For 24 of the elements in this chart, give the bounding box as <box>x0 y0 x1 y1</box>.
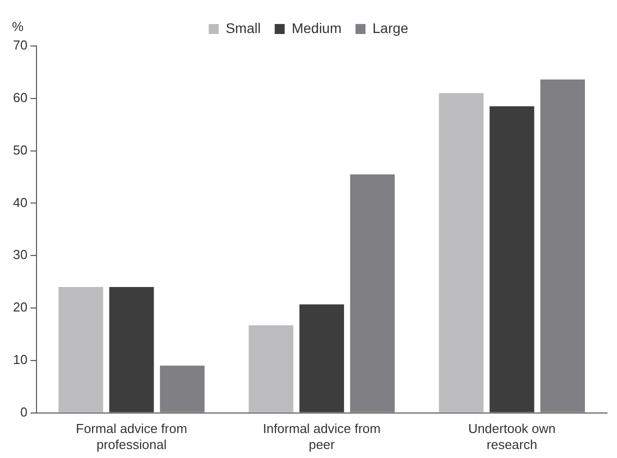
bar <box>109 287 154 412</box>
y-tick-label: 10 <box>12 352 28 367</box>
y-tick-label: 60 <box>12 90 28 105</box>
y-tick-label: 30 <box>12 247 28 262</box>
bar <box>299 304 344 412</box>
y-tick-label: 0 <box>20 404 28 420</box>
bar <box>540 80 585 412</box>
x-tick-label: Undertook own research <box>468 421 556 452</box>
legend-label: Small <box>226 20 261 36</box>
x-tick-label: Formal advice from professional <box>76 421 188 452</box>
legend-label: Medium <box>292 20 342 36</box>
y-tick-label: 50 <box>12 142 28 158</box>
x-tick-label: Informal advice from peer <box>262 421 381 452</box>
y-axis-title: % <box>12 19 24 34</box>
bar <box>58 287 104 412</box>
bar <box>160 366 205 412</box>
bar <box>350 174 395 412</box>
legend-label: Large <box>372 20 409 36</box>
y-tick-label: 20 <box>12 300 28 315</box>
bar <box>248 325 294 412</box>
y-tick-label: 70 <box>12 38 28 53</box>
bar <box>438 93 484 412</box>
y-tick-label: 40 <box>12 194 28 210</box>
bar <box>490 106 534 412</box>
